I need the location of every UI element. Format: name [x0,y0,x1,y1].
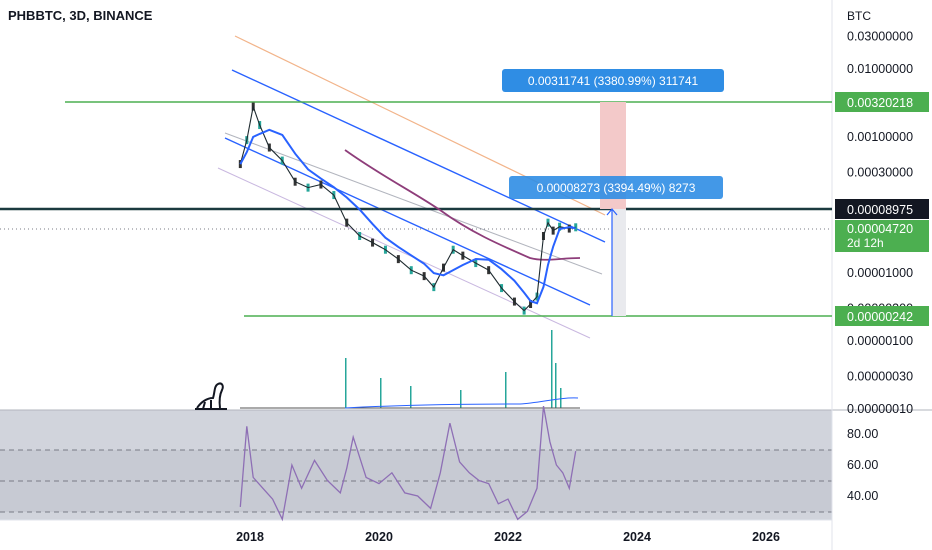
chart-title: PHBBTC, 3D, BINANCE [8,8,153,23]
price-tick-label: 0.00100000 [847,130,913,144]
price-axis: 0.03000000 0.01000000 0.00100000 0.00030000… [847,30,913,416]
measure-label-top[interactable]: 0.00311741 (3380.99%) 311741 [502,69,724,92]
tag-resistance-text: 0.00320218 [847,96,913,110]
measure-box-gray [612,209,626,316]
dinosaur-logo [195,382,227,410]
time-tick-label: 2020 [365,530,393,544]
measure-arrow-head [606,208,618,216]
time-tick-label: 2026 [752,530,780,544]
volume-bar [555,363,557,408]
volume-bar [551,330,553,408]
tag-last-price-text: 0.00004720 [847,222,913,236]
volume-bar [560,388,562,408]
moving-average-slow [344,149,581,261]
volume-bar [410,386,412,408]
price-tick-label: 0.01000000 [847,62,913,76]
rsi-tick-label: 60.00 [847,458,878,472]
rsi-line [239,405,577,522]
tag-support[interactable]: 0.00000242 [835,306,929,326]
channel-bottom-line [217,167,591,339]
price-series-line [239,104,576,312]
channel-lower-line [224,137,591,306]
price-tick-label: 0.00001000 [847,266,913,280]
tag-current-level-text: 0.00008975 [847,203,913,217]
rsi-axis: 80.00 60.00 40.00 [847,427,878,503]
measure-label-bottom[interactable]: 0.00008273 (3394.49%) 8273 [509,176,723,199]
measure-label-top-text: 0.00311741 (3380.99%) 311741 [528,74,699,88]
currency-label: BTC [847,9,871,23]
price-tick-label: 0.03000000 [847,30,913,44]
tag-countdown-text: 2d 12h [847,236,884,250]
price-tick-label: 0.00000010 [847,402,913,416]
time-tick-label: 2018 [236,530,264,544]
time-axis: 2018 2020 2022 2024 2026 [236,530,780,544]
time-tick-label: 2022 [494,530,522,544]
volume-bar [505,372,507,408]
price-tick-label: 0.00030000 [847,166,913,180]
time-tick-label: 2024 [623,530,651,544]
tag-resistance[interactable]: 0.00320218 [835,92,929,112]
volume-ma-line [344,397,579,409]
price-tick-label: 0.00000100 [847,334,913,348]
rsi-tick-label: 40.00 [847,489,878,503]
tag-current-level[interactable]: 0.00008975 [835,199,929,219]
moving-average-fast [239,128,576,305]
channel-mid-upper-line [224,132,603,275]
measure-label-bottom-text: 0.00008273 (3394.49%) 8273 [537,181,696,195]
rsi-tick-label: 80.00 [847,427,878,441]
tag-last-price[interactable]: 0.00004720 2d 12h [835,220,929,252]
volume-bar [380,378,382,408]
channel-upper-line [231,69,606,243]
price-tick-label: 0.00000030 [847,370,913,384]
tag-support-text: 0.00000242 [847,310,913,324]
volume-bar [345,358,347,408]
volume-bar [460,390,462,408]
